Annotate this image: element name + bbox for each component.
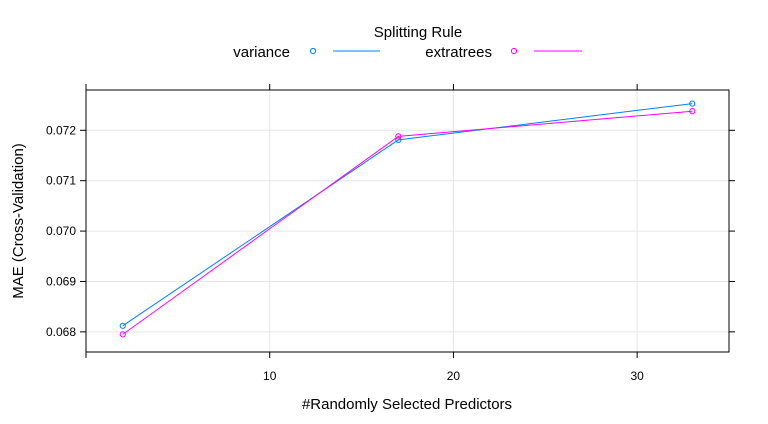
plot-frame <box>85 89 730 353</box>
grid <box>86 90 729 352</box>
data-point-extratrees <box>689 108 696 115</box>
x-tick-label: 10 <box>263 369 277 383</box>
series-line-extratrees <box>122 110 693 335</box>
y-axis-label: MAE (Cross-Validation) <box>10 143 27 299</box>
y-tick-label: 0.072 <box>46 123 76 137</box>
legend-marker-variance <box>309 47 317 55</box>
y-axis: 0.068 0.069 0.070 0.071 0.072 <box>46 123 735 339</box>
legend-label-variance: variance <box>233 44 290 61</box>
series-line-variance <box>122 103 693 327</box>
data-point-variance <box>689 100 696 107</box>
y-tick-label: 0.069 <box>46 274 76 288</box>
data-point-variance <box>119 322 126 329</box>
y-tick-label: 0.070 <box>46 224 76 238</box>
x-tick-label: 30 <box>630 369 644 383</box>
legend: variance extratrees <box>233 44 582 61</box>
x-tick-label: 20 <box>447 369 461 383</box>
y-tick-label: 0.071 <box>46 174 76 188</box>
series-layer <box>119 100 696 338</box>
data-point-extratrees <box>119 331 126 338</box>
data-point-extratrees <box>395 133 402 140</box>
y-tick-label: 0.068 <box>46 325 76 339</box>
x-axis: 10 20 30 <box>85 84 644 383</box>
legend-title: Splitting Rule <box>374 24 462 41</box>
legend-marker-extratrees <box>510 47 518 55</box>
data-point-variance <box>395 136 402 143</box>
x-axis-label: #Randomly Selected Predictors <box>302 396 512 413</box>
legend-label-extratrees: extratrees <box>425 44 492 61</box>
